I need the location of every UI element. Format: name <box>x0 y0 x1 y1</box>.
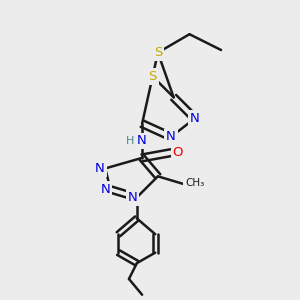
Text: N: N <box>137 134 147 147</box>
Text: N: N <box>100 183 110 196</box>
Text: N: N <box>128 191 138 204</box>
Text: S: S <box>154 46 162 59</box>
Text: N: N <box>95 162 105 175</box>
Text: H: H <box>126 136 134 146</box>
Text: N: N <box>190 112 200 125</box>
Text: O: O <box>172 146 183 159</box>
Text: N: N <box>166 130 176 143</box>
Text: CH₃: CH₃ <box>185 178 204 188</box>
Text: S: S <box>148 70 157 83</box>
